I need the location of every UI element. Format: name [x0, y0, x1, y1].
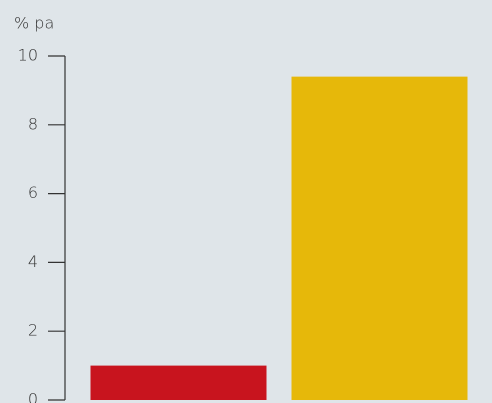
y-axis-unit: % pa: [14, 14, 54, 33]
y-tick-label: 4: [28, 252, 38, 271]
y-tick-label: 2: [28, 321, 38, 340]
y-tick-label: 8: [28, 114, 38, 133]
y-tick-label: 10: [18, 46, 38, 65]
y-tick-label: 6: [28, 183, 38, 202]
bar: [291, 76, 468, 400]
bar: [90, 365, 267, 400]
y-tick-label: 0: [28, 390, 38, 403]
